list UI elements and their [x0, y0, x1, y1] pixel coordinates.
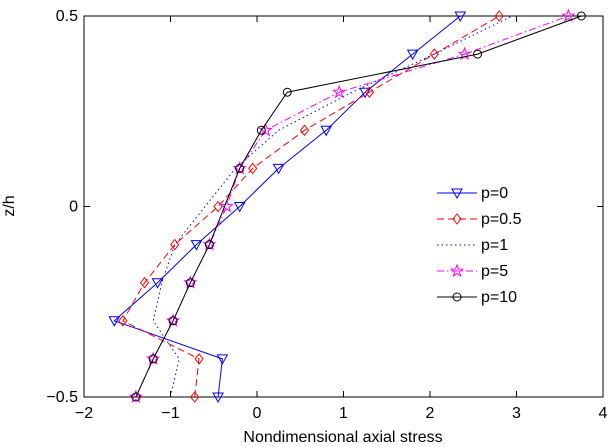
data-point	[146, 351, 161, 365]
data-point	[258, 122, 273, 137]
legend: p=0 p=0.5 p=1 p=5 p=10	[431, 176, 539, 308]
data-point	[219, 199, 234, 213]
x-axis-label: Nondimensional axial stress	[243, 429, 442, 446]
data-point	[128, 389, 143, 404]
data-point	[168, 316, 178, 326]
legend-item: p=1	[437, 237, 508, 254]
data-point	[151, 278, 164, 289]
data-point	[454, 11, 467, 23]
y-tick-label: 0.5	[56, 8, 78, 25]
data-point	[166, 313, 181, 327]
y-tick-label: 0	[69, 199, 78, 216]
data-point	[202, 237, 217, 251]
x-tick-label: −2	[75, 405, 93, 422]
data-point	[148, 354, 158, 364]
legend-label: p=1	[481, 237, 508, 254]
data-point	[452, 213, 462, 225]
data-point	[451, 188, 463, 200]
data-series	[108, 8, 586, 404]
data-point	[204, 240, 214, 250]
data-point	[494, 10, 504, 22]
data-point	[235, 163, 245, 173]
data-point	[272, 163, 285, 175]
x-tick-label: 4	[599, 405, 608, 422]
legend-label: p=0	[481, 185, 508, 202]
series-line	[122, 15, 500, 398]
legend-item: p=10	[437, 289, 517, 306]
data-point	[108, 316, 121, 327]
data-point	[183, 275, 198, 289]
data-point	[190, 391, 200, 403]
legend-label: p=0.5	[481, 211, 522, 228]
data-point	[282, 87, 292, 97]
data-point	[332, 84, 347, 99]
data-point	[320, 125, 333, 137]
series-line	[135, 15, 582, 398]
x-tick-label: −1	[161, 405, 179, 422]
data-point	[131, 392, 141, 402]
data-point	[299, 124, 310, 137]
data-point	[576, 11, 586, 21]
y-tick-label: −0.5	[46, 389, 78, 406]
data-point	[170, 238, 180, 251]
x-tick-label: 2	[426, 405, 435, 422]
data-point	[233, 202, 246, 213]
series-line	[135, 15, 569, 398]
data-point	[248, 162, 258, 175]
y-axis-label: z/h	[1, 195, 18, 216]
data-point	[232, 160, 247, 175]
data-point	[473, 49, 483, 59]
data-point	[364, 86, 375, 99]
data-point	[256, 125, 266, 135]
x-tick-label: 1	[339, 405, 348, 422]
series-p=10	[131, 11, 586, 402]
legend-box	[431, 176, 539, 308]
data-point	[561, 8, 576, 23]
data-point	[190, 240, 203, 251]
legend-label: p=10	[481, 289, 517, 306]
data-point	[449, 263, 465, 278]
legend-item: p=0.5	[437, 211, 522, 228]
data-point	[212, 392, 224, 404]
data-point	[118, 314, 128, 327]
legend-item: p=0	[437, 185, 508, 202]
data-point	[194, 353, 204, 365]
data-point	[139, 276, 150, 289]
x-tick-label: 3	[512, 405, 521, 422]
axis-ticks: −2 −1 0 1 2 3 4 −0.5 0 0.5	[46, 8, 607, 422]
series-p=5	[128, 8, 576, 404]
data-point	[185, 278, 195, 288]
data-point	[216, 354, 229, 365]
data-point	[406, 49, 419, 61]
x-tick-label: 0	[253, 405, 262, 422]
legend-label: p=5	[481, 263, 508, 280]
legend-item: p=5	[437, 263, 508, 280]
data-point	[452, 292, 462, 302]
